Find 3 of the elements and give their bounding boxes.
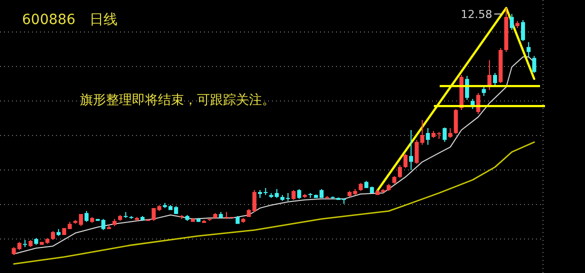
chart-title: 600886 日线 <box>22 12 118 28</box>
annotation: 旗形整理即将结束，可跟踪关注。 <box>80 93 275 108</box>
annotation: 12.58 <box>460 8 492 21</box>
